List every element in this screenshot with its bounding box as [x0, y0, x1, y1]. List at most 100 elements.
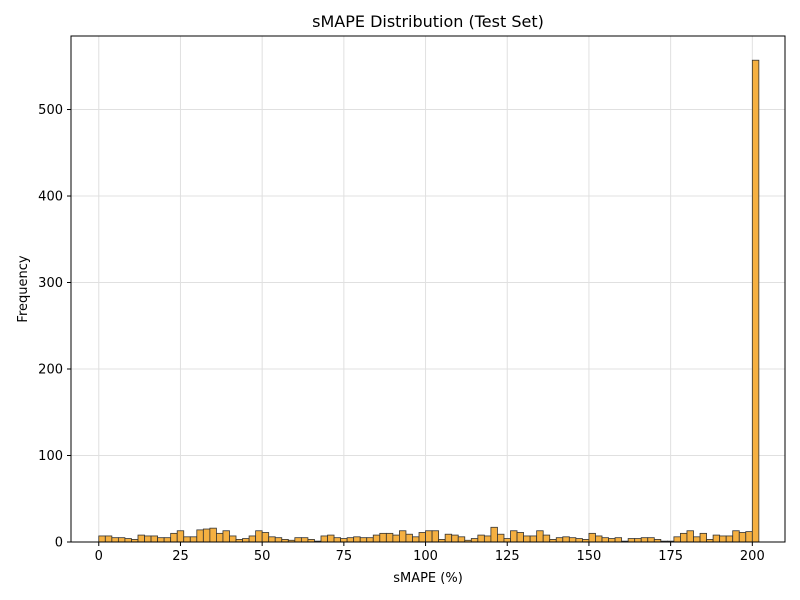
histogram-bar [477, 534, 485, 543]
histogram-bar [261, 532, 270, 543]
histogram-bar [209, 527, 217, 543]
histogram-bar [595, 535, 603, 543]
histogram-bar [392, 534, 400, 543]
histogram-bar [673, 536, 681, 543]
histogram-bar [222, 530, 230, 543]
histogram-bar [457, 536, 466, 543]
histogram-bar [490, 526, 498, 543]
histogram-bar [503, 538, 511, 543]
histogram-bar [588, 532, 596, 543]
histogram-bar [555, 537, 564, 543]
histogram-bar [150, 535, 158, 543]
histogram-bar [385, 532, 394, 543]
x-tick-label: 200 [740, 549, 765, 564]
histogram-bar [562, 536, 570, 543]
y-tick-label: 400 [38, 190, 63, 205]
axis-ticks: 0 25 50 75 100 125 150 175 200 0 100 200 300 400 500 [38, 103, 765, 564]
histogram-bar [333, 537, 341, 543]
histogram-bar [732, 530, 740, 543]
histogram-bar [425, 530, 433, 543]
histogram-bar [111, 537, 119, 543]
y-tick-label: 300 [38, 276, 63, 291]
histogram-bar [372, 534, 381, 543]
histogram-bar [634, 538, 642, 543]
grid-lines [71, 36, 785, 543]
histogram-bar [353, 536, 361, 543]
y-axis-label: Frequency [16, 255, 31, 322]
histogram-bar [104, 535, 113, 543]
histogram-bar [255, 530, 263, 543]
histogram-bar [751, 59, 760, 543]
histogram-bar [137, 534, 145, 543]
histogram-bar [725, 535, 734, 543]
histogram-bar [144, 535, 152, 543]
histogram-bar [196, 529, 204, 543]
histogram-bar [542, 534, 551, 543]
histogram-bar [686, 530, 694, 543]
histogram-bar [183, 536, 191, 543]
histogram-bar [601, 537, 609, 543]
histogram-bar [242, 538, 250, 543]
histogram-bar [693, 536, 701, 543]
x-tick-label: 125 [495, 549, 520, 564]
histogram-bar [444, 533, 453, 543]
y-tick-label: 100 [38, 449, 63, 464]
histogram-bar [680, 532, 688, 543]
histogram-bar [647, 537, 655, 543]
histogram-bar [451, 534, 459, 543]
histogram-bar [529, 535, 538, 543]
histogram-bar [745, 531, 753, 543]
histogram-bar [470, 538, 479, 543]
histogram-bar [699, 532, 707, 543]
histogram-bar [163, 537, 172, 543]
histogram-bar [379, 532, 387, 543]
histogram-bar [346, 537, 355, 543]
histogram-bar [202, 528, 211, 543]
histogram-bar [627, 538, 636, 543]
y-tick-label: 200 [38, 363, 63, 378]
histogram-bar [418, 532, 426, 543]
histogram-bar [248, 535, 257, 543]
histogram-bar [300, 537, 309, 543]
histogram-bar [738, 532, 747, 543]
histogram-bar [124, 538, 132, 543]
histogram-bar [274, 537, 283, 543]
x-tick-label: 100 [413, 549, 438, 564]
histogram-bar [176, 530, 185, 543]
x-tick-label: 50 [254, 549, 271, 564]
histogram-bar [98, 535, 106, 543]
histogram-bar [327, 534, 335, 543]
histogram-bar [216, 532, 224, 543]
histogram-bar [719, 535, 727, 543]
histogram-bar [117, 537, 126, 543]
plot-frame [70, 35, 786, 543]
histogram-bar [229, 535, 237, 543]
histogram-bar [640, 537, 649, 543]
histogram-bar [170, 532, 178, 543]
x-tick-label: 0 [95, 549, 103, 564]
histogram-bar [497, 533, 505, 543]
histogram-bar [516, 532, 524, 543]
chart-title: sMAPE Distribution (Test Set) [312, 12, 544, 31]
y-tick-label: 0 [55, 536, 63, 551]
histogram-bar [510, 530, 518, 543]
histogram-bar [340, 538, 348, 543]
histogram-bar [608, 538, 616, 543]
histogram-bar [405, 533, 413, 543]
x-tick-label: 75 [336, 549, 353, 564]
histogram-bar [614, 537, 623, 543]
x-axis-label: sMAPE (%) [393, 571, 463, 586]
histogram-bars [98, 59, 760, 543]
histogram-bar [712, 534, 721, 543]
histogram-bar [483, 535, 492, 543]
histogram-bar [320, 535, 328, 543]
histogram-bar [268, 536, 276, 543]
histogram-bar [399, 530, 407, 543]
histogram-bar [157, 537, 165, 543]
histogram-bar [575, 538, 583, 543]
histogram-bar [431, 530, 440, 543]
histogram-bar [189, 536, 198, 543]
histogram-bar [359, 537, 368, 543]
histogram-bar [412, 536, 420, 543]
